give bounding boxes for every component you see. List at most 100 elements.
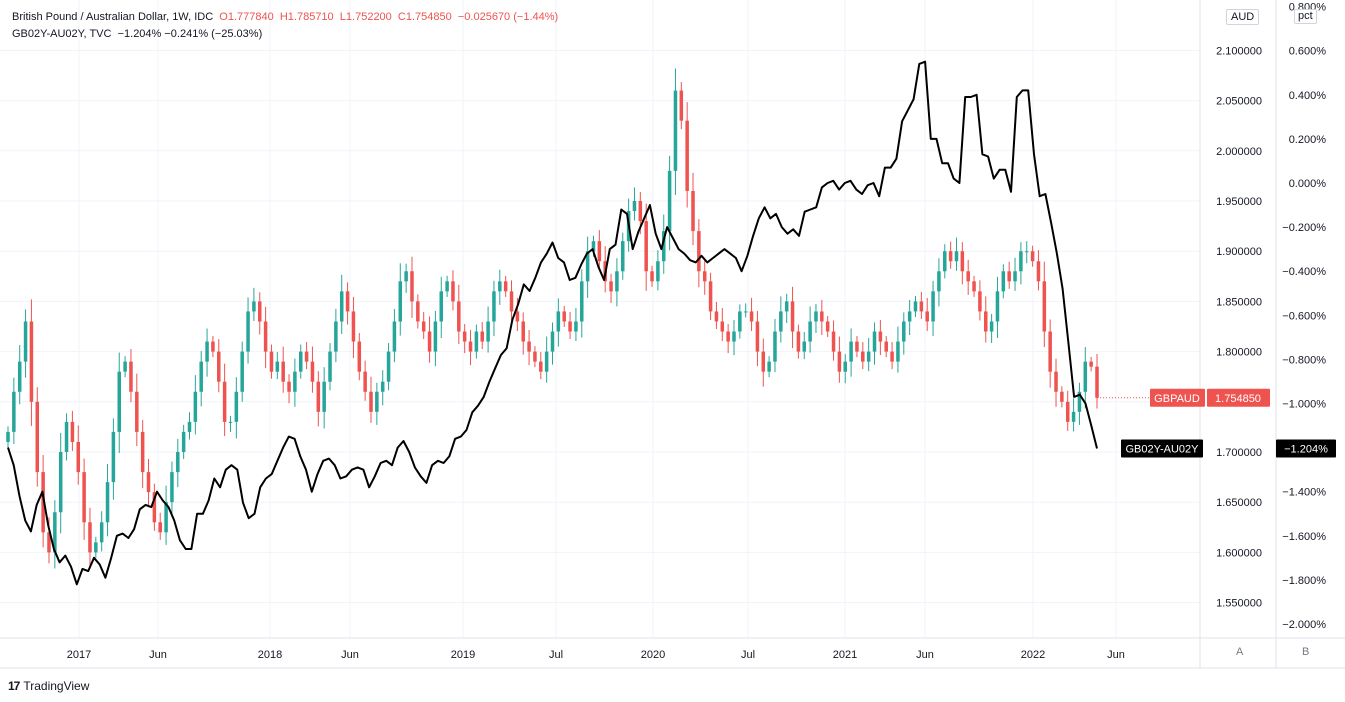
candle-body xyxy=(890,351,894,362)
x-tick-label: Jun xyxy=(916,649,934,661)
candle-body xyxy=(656,261,660,282)
candle-body xyxy=(135,391,139,432)
main-open: O1.777840 xyxy=(219,11,274,23)
candle-body xyxy=(550,331,555,352)
candle-body xyxy=(164,502,168,533)
candle-body xyxy=(884,341,888,352)
candle-body xyxy=(222,381,227,422)
candle-body xyxy=(316,381,321,412)
candle-body xyxy=(831,331,836,352)
candle-body xyxy=(720,321,725,332)
candle-body xyxy=(972,281,976,292)
candle-body xyxy=(989,321,994,332)
candle-body xyxy=(1024,251,1029,253)
y-right-tick-label: 0.200% xyxy=(1289,134,1327,146)
candle-body xyxy=(29,321,34,402)
candle-body xyxy=(228,421,233,423)
candle-body xyxy=(392,321,397,352)
candle-body xyxy=(298,351,303,372)
candle-body xyxy=(205,341,209,362)
y-left-tick-label: 1.600000 xyxy=(1216,547,1262,559)
candle-body xyxy=(263,321,268,352)
main-close: C1.754850 xyxy=(397,11,452,23)
gb02y-au02y-line xyxy=(7,60,1098,586)
second-series-name: GB02Y-AU02Y, TVC xyxy=(12,28,112,40)
candle-body xyxy=(12,391,16,432)
candle-body xyxy=(732,331,736,342)
candle-body xyxy=(462,331,467,342)
candle-body xyxy=(679,90,684,121)
candle-body xyxy=(691,190,695,232)
candle-body xyxy=(697,231,701,272)
candle-body xyxy=(328,351,332,382)
candle-body xyxy=(521,321,525,342)
candle-body xyxy=(527,341,531,352)
spread-last-value-tag xyxy=(1276,439,1336,458)
candle-body xyxy=(252,301,256,312)
candle-body xyxy=(281,361,285,382)
candle-body xyxy=(140,431,145,473)
candle-body xyxy=(533,351,537,362)
candle-body xyxy=(849,341,853,362)
candle-body xyxy=(187,421,192,432)
candle-body xyxy=(211,341,215,352)
candle-body xyxy=(650,271,654,282)
candle-body xyxy=(498,281,502,292)
candle-body xyxy=(380,381,385,392)
x-tick-label: Jun xyxy=(1107,649,1125,661)
main-low: L1.752200 xyxy=(339,11,392,23)
candle-body xyxy=(23,321,28,362)
gbpaud-candles xyxy=(6,68,1099,569)
candle-body xyxy=(1071,411,1076,422)
candle-body xyxy=(181,431,186,452)
candle-body xyxy=(667,170,672,232)
candle-body xyxy=(152,492,157,523)
candle-body xyxy=(416,301,420,322)
scale-a-button[interactable]: A xyxy=(1236,646,1244,658)
y-right-tick-label: −0.200% xyxy=(1282,222,1326,234)
candle-body xyxy=(146,472,151,493)
pct-scale-label[interactable]: pct xyxy=(1294,9,1317,24)
candle-body xyxy=(17,361,22,392)
main-high: H1.785710 xyxy=(279,11,334,23)
candle-body xyxy=(966,271,970,282)
y-right-tick-label: −0.800% xyxy=(1282,354,1326,366)
axis-ticks: 2017 Jun 2018 Jun 2019 Jul 2020 Jul 2021 Jun 2022 J… xyxy=(67,2,1326,661)
scale-b-button[interactable]: B xyxy=(1302,646,1310,658)
candle-body xyxy=(808,321,812,342)
candle-body xyxy=(275,361,280,372)
x-tick-label: 2020 xyxy=(641,649,665,661)
candle-body xyxy=(820,311,824,322)
candle-body xyxy=(322,381,326,412)
candle-body xyxy=(345,291,350,312)
candle-body xyxy=(632,201,637,212)
candle-body xyxy=(35,401,40,473)
candle-body xyxy=(339,291,344,322)
candle-body xyxy=(1007,271,1011,282)
candle-body xyxy=(1083,361,1088,392)
candle-body xyxy=(398,281,403,322)
candle-body xyxy=(410,271,414,302)
candle-body xyxy=(597,241,602,262)
candle-body xyxy=(1042,281,1047,332)
candle-body xyxy=(907,311,912,322)
candle-body xyxy=(486,321,490,342)
candle-body xyxy=(539,361,543,372)
y-right-tick-label: −0.600% xyxy=(1282,310,1326,322)
candle-body xyxy=(386,351,391,382)
candle-body xyxy=(814,311,818,322)
candle-body xyxy=(258,301,262,322)
footer-branding[interactable]: 17 TradingView xyxy=(8,679,89,693)
aud-scale-label[interactable]: AUD xyxy=(1226,9,1260,25)
y-left-tick-label: 1.700000 xyxy=(1216,447,1262,459)
candle-body xyxy=(457,301,461,332)
y-left-tick-label: 2.000000 xyxy=(1216,146,1262,158)
candle-body xyxy=(70,421,75,442)
candle-body xyxy=(47,532,51,553)
candle-body xyxy=(954,251,959,262)
x-tick-label: 2021 xyxy=(833,649,857,661)
candle-body xyxy=(574,321,578,332)
candle-body xyxy=(638,201,643,222)
